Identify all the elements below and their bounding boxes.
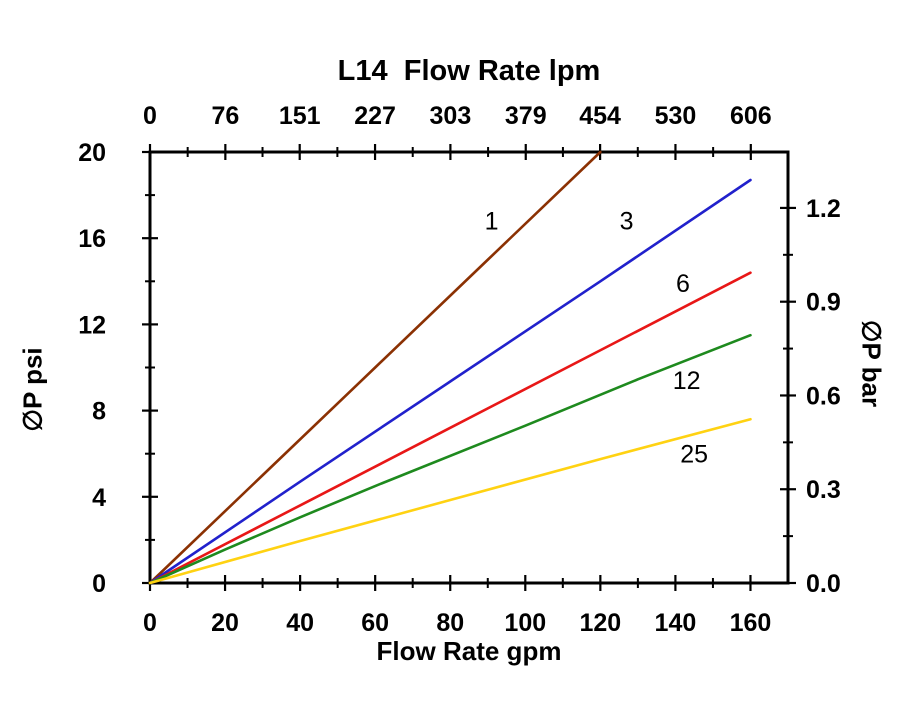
y-tick-label-bar: 0.9	[806, 289, 841, 317]
x-tick-label-gpm: 20	[211, 609, 239, 637]
y-tick-label-bar: 1.2	[806, 195, 841, 223]
series-label-6: 6	[676, 270, 690, 298]
y-tick-label-psi: 8	[92, 398, 106, 426]
series-label-1: 1	[485, 208, 499, 236]
series-line-1	[148, 150, 602, 585]
x-tick-label-lpm: 606	[730, 102, 772, 130]
y-tick-label-psi: 16	[78, 225, 106, 253]
x-tick-label-lpm: 76	[211, 102, 239, 130]
x-tick-label-gpm: 40	[286, 609, 314, 637]
x-tick-label-gpm: 60	[361, 609, 389, 637]
y-tick-label-psi: 20	[78, 139, 106, 167]
x-tick-label-gpm: 160	[730, 609, 772, 637]
series-label-3: 3	[620, 208, 634, 236]
x-tick-label-lpm: 0	[143, 102, 157, 130]
x-tick-label-gpm: 140	[655, 609, 697, 637]
bottom-axis-label: Flow Rate gpm	[376, 636, 562, 666]
series-line-6	[148, 271, 752, 585]
series-line-25	[148, 417, 752, 585]
left-axis-label: ∅P psi	[17, 347, 48, 432]
x-tick-label-lpm: 379	[505, 102, 547, 130]
y-tick-label-psi: 4	[92, 484, 106, 512]
series-line-12	[148, 333, 752, 585]
y-tick-label-psi: 0	[92, 570, 106, 598]
series-label-12: 12	[673, 367, 701, 395]
y-tick-label-bar: 0.6	[806, 382, 841, 410]
right-axis-label: ∅P bar	[856, 319, 887, 408]
y-tick-label-bar: 0.3	[806, 476, 841, 504]
x-tick-label-lpm: 454	[579, 102, 621, 130]
x-tick-label-gpm: 120	[579, 609, 621, 637]
x-tick-label-gpm: 0	[143, 609, 157, 637]
series-line-3	[148, 178, 752, 585]
x-tick-label-lpm: 530	[655, 102, 697, 130]
chart-title: L14 Flow Rate lpm	[337, 55, 601, 87]
plot-frame	[148, 150, 790, 585]
y-tick-label-bar: 0.0	[806, 570, 841, 598]
y-tick-label-psi: 12	[78, 311, 106, 339]
x-tick-label-gpm: 80	[436, 609, 464, 637]
x-tick-label-lpm: 151	[279, 102, 321, 130]
x-tick-label-lpm: 227	[354, 102, 396, 130]
x-tick-label-lpm: 303	[430, 102, 472, 130]
x-tick-label-gpm: 100	[504, 609, 546, 637]
series-label-25: 25	[680, 440, 708, 468]
